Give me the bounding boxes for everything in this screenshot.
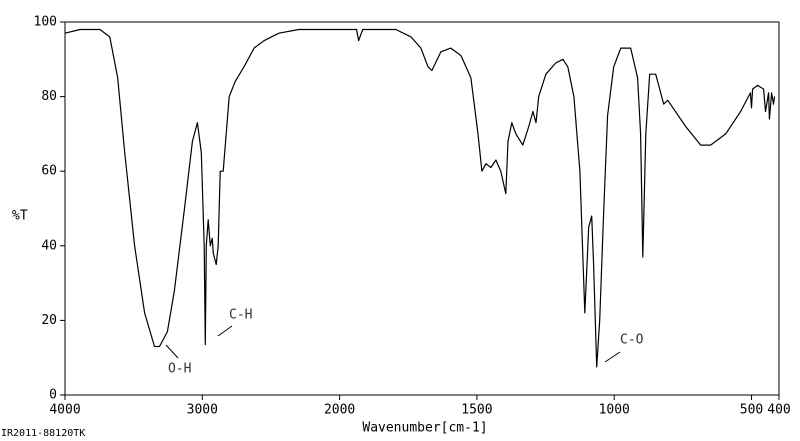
annotation: C-H <box>229 308 252 323</box>
y-tick-label: 60 <box>41 164 57 179</box>
x-tick-label: 1000 <box>599 403 630 418</box>
plot-frame <box>64 21 780 396</box>
annotation: C-O <box>620 333 644 348</box>
x-tick-label: 3000 <box>187 403 218 418</box>
annotation-leader <box>604 351 621 363</box>
y-tick-label: 0 <box>49 388 57 403</box>
x-tick-label: 400 <box>767 403 790 418</box>
annotation: O-H <box>168 362 191 377</box>
x-tick-label: 1500 <box>461 403 492 418</box>
y-axis-label: %T <box>12 209 28 224</box>
y-tick-label: 100 <box>34 15 57 30</box>
y-tick-label: 80 <box>41 89 57 104</box>
x-tick-label: 500 <box>740 403 763 418</box>
annotation-leader <box>217 325 233 337</box>
x-axis-label: Wavenumber[cm-1] <box>362 421 487 436</box>
x-tick-label: 2000 <box>324 403 355 418</box>
annotation-leader <box>165 344 179 359</box>
y-tick-label: 40 <box>41 238 57 253</box>
spectrum-line <box>64 28 776 368</box>
footnote: IR2011-88120TK <box>1 428 85 439</box>
y-tick-label: 20 <box>41 313 57 328</box>
x-tick-label: 4000 <box>49 403 80 418</box>
